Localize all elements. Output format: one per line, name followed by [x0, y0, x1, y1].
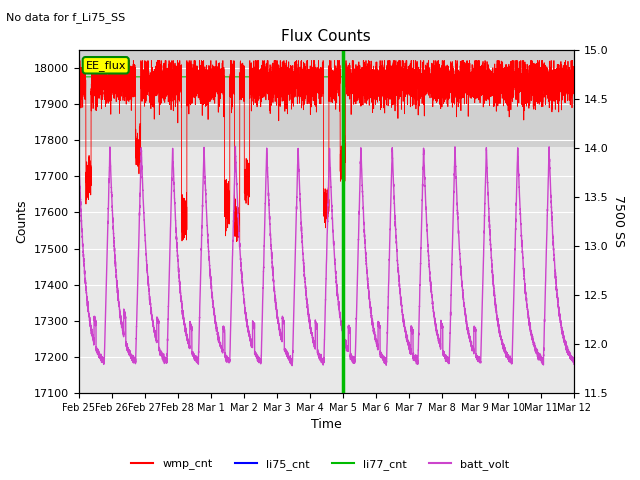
Legend: wmp_cnt, li75_cnt, li77_cnt, batt_volt: wmp_cnt, li75_cnt, li77_cnt, batt_volt: [127, 455, 513, 474]
Text: EE_flux: EE_flux: [86, 60, 126, 71]
Y-axis label: Counts: Counts: [15, 200, 28, 243]
Title: Flux Counts: Flux Counts: [282, 29, 371, 44]
Y-axis label: 7500 SS: 7500 SS: [612, 195, 625, 247]
Text: No data for f_Li75_SS: No data for f_Li75_SS: [6, 12, 125, 23]
Bar: [79, 50, 574, 147]
X-axis label: Time: Time: [311, 419, 342, 432]
